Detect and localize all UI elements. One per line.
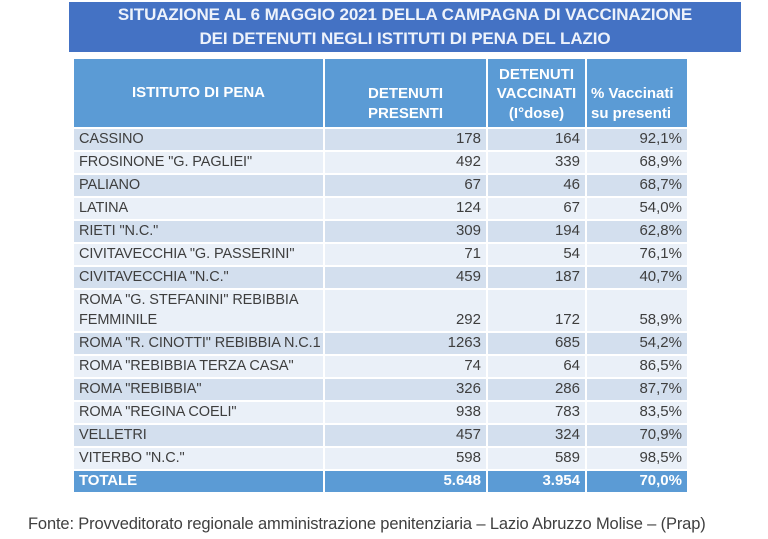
title-line-1: SITUAZIONE AL 6 MAGGIO 2021 DELLA CAMPAG…: [117, 5, 693, 25]
institute-name-cell: RIETI "N.C.": [72, 219, 325, 244]
table-row: LATINA 124 67 54,0%: [72, 196, 689, 221]
detenuti-presenti-cell: 124: [323, 196, 488, 221]
detenuti-vaccinati-cell: 286: [486, 377, 587, 402]
percent-vaccinati-cell: 76,1%: [585, 242, 689, 267]
percent-vaccinati-cell: 87,7%: [585, 377, 689, 402]
column-header-detenuti-vaccinati: DETENUTI VACCINATI (I°dose): [486, 57, 587, 129]
institute-name-cell: ROMA "REGINA COELI": [72, 400, 325, 425]
title-line-2: DEI DETENUTI NEGLI ISTITUTI DI PENA DEL …: [199, 29, 611, 48]
detenuti-presenti-cell: 492: [323, 150, 488, 175]
detenuti-vaccinati-cell: 783: [486, 400, 587, 425]
total-label-cell: TOTALE: [72, 469, 325, 494]
detenuti-presenti-cell: 71: [323, 242, 488, 267]
detenuti-presenti-cell: 938: [323, 400, 488, 425]
table-row: CIVITAVECCHIA "G. PASSERINI" 71 54 76,1%: [72, 242, 689, 267]
detenuti-vaccinati-cell: 67: [486, 196, 587, 221]
institute-name-cell: CASSINO: [72, 127, 325, 152]
detenuti-presenti-cell: 292: [323, 288, 488, 333]
detenuti-presenti-cell: 67: [323, 173, 488, 198]
total-presenti-cell: 5.648: [323, 469, 488, 494]
detenuti-presenti-cell: 326: [323, 377, 488, 402]
institute-name-cell: VELLETRI: [72, 423, 325, 448]
percent-vaccinati-cell: 62,8%: [585, 219, 689, 244]
detenuti-vaccinati-cell: 187: [486, 265, 587, 290]
institute-name-cell: LATINA: [72, 196, 325, 221]
detenuti-presenti-cell: 74: [323, 354, 488, 379]
institute-name-cell: ROMA "REBIBBIA TERZA CASA": [72, 354, 325, 379]
table-row: ROMA "REBIBBIA" 326 286 87,7%: [72, 377, 689, 402]
detenuti-presenti-cell: 1263: [323, 331, 488, 356]
percent-vaccinati-cell: 92,1%: [585, 127, 689, 152]
table-row: PALIANO 67 46 68,7%: [72, 173, 689, 198]
table-row: CIVITAVECCHIA "N.C." 459 187 40,7%: [72, 265, 689, 290]
total-percent-cell: 70,0%: [585, 469, 689, 494]
institute-name-cell: ROMA "G. STEFANINI" REBIBBIA FEMMINILE: [72, 288, 325, 333]
percent-vaccinati-cell: 58,9%: [585, 288, 689, 333]
detenuti-presenti-cell: 309: [323, 219, 488, 244]
institute-name-cell: VITERBO "N.C.": [72, 446, 325, 471]
table-row: ROMA "G. STEFANINI" REBIBBIA FEMMINILE 2…: [72, 288, 689, 333]
table-header-row: ISTITUTO DI PENA DETENUTI PRESENTI DETEN…: [72, 57, 689, 129]
detenuti-vaccinati-cell: 685: [486, 331, 587, 356]
institute-name-cell: FROSINONE "G. PAGLIEI": [72, 150, 325, 175]
detenuti-vaccinati-cell: 324: [486, 423, 587, 448]
percent-vaccinati-cell: 68,7%: [585, 173, 689, 198]
total-vaccinati-cell: 3.954: [486, 469, 587, 494]
percent-vaccinati-cell: 98,5%: [585, 446, 689, 471]
table-row: ROMA "R. CINOTTI" REBIBBIA N.C.1 1263 68…: [72, 331, 689, 356]
column-header-percent-vaccinati: % Vaccinati su presenti: [585, 57, 689, 129]
source-note: Fonte: Provveditorato regionale amminist…: [28, 515, 706, 533]
table-total-row: TOTALE 5.648 3.954 70,0%: [72, 469, 689, 494]
table-row: ROMA "REBIBBIA TERZA CASA" 74 64 86,5%: [72, 354, 689, 379]
table-row: ROMA "REGINA COELI" 938 783 83,5%: [72, 400, 689, 425]
detenuti-vaccinati-cell: 54: [486, 242, 587, 267]
table-row: VELLETRI 457 324 70,9%: [72, 423, 689, 448]
percent-vaccinati-cell: 54,0%: [585, 196, 689, 221]
percent-vaccinati-cell: 68,9%: [585, 150, 689, 175]
title-banner: SITUAZIONE AL 6 MAGGIO 2021 DELLA CAMPAG…: [69, 2, 741, 52]
institute-name-cell: ROMA "REBIBBIA": [72, 377, 325, 402]
detenuti-presenti-cell: 598: [323, 446, 488, 471]
institute-name-cell: PALIANO: [72, 173, 325, 198]
detenuti-vaccinati-cell: 172: [486, 288, 587, 333]
detenuti-presenti-cell: 178: [323, 127, 488, 152]
institute-name-cell: CIVITAVECCHIA "G. PASSERINI": [72, 242, 325, 267]
vaccination-table: ISTITUTO DI PENA DETENUTI PRESENTI DETEN…: [72, 57, 689, 494]
table-row: CASSINO 178 164 92,1%: [72, 127, 689, 152]
column-header-istituto: ISTITUTO DI PENA: [72, 57, 325, 129]
detenuti-vaccinati-cell: 46: [486, 173, 587, 198]
percent-vaccinati-cell: 70,9%: [585, 423, 689, 448]
table-row: RIETI "N.C." 309 194 62,8%: [72, 219, 689, 244]
detenuti-vaccinati-cell: 64: [486, 354, 587, 379]
detenuti-presenti-cell: 459: [323, 265, 488, 290]
institute-name-cell: ROMA "R. CINOTTI" REBIBBIA N.C.1: [72, 331, 325, 356]
detenuti-vaccinati-cell: 339: [486, 150, 587, 175]
table-row: VITERBO "N.C." 598 589 98,5%: [72, 446, 689, 471]
percent-vaccinati-cell: 83,5%: [585, 400, 689, 425]
detenuti-vaccinati-cell: 194: [486, 219, 587, 244]
percent-vaccinati-cell: 54,2%: [585, 331, 689, 356]
institute-name-cell: CIVITAVECCHIA "N.C.": [72, 265, 325, 290]
column-header-detenuti-presenti: DETENUTI PRESENTI: [323, 57, 488, 129]
percent-vaccinati-cell: 86,5%: [585, 354, 689, 379]
detenuti-vaccinati-cell: 589: [486, 446, 587, 471]
detenuti-presenti-cell: 457: [323, 423, 488, 448]
table-row: FROSINONE "G. PAGLIEI" 492 339 68,9%: [72, 150, 689, 175]
detenuti-vaccinati-cell: 164: [486, 127, 587, 152]
percent-vaccinati-cell: 40,7%: [585, 265, 689, 290]
